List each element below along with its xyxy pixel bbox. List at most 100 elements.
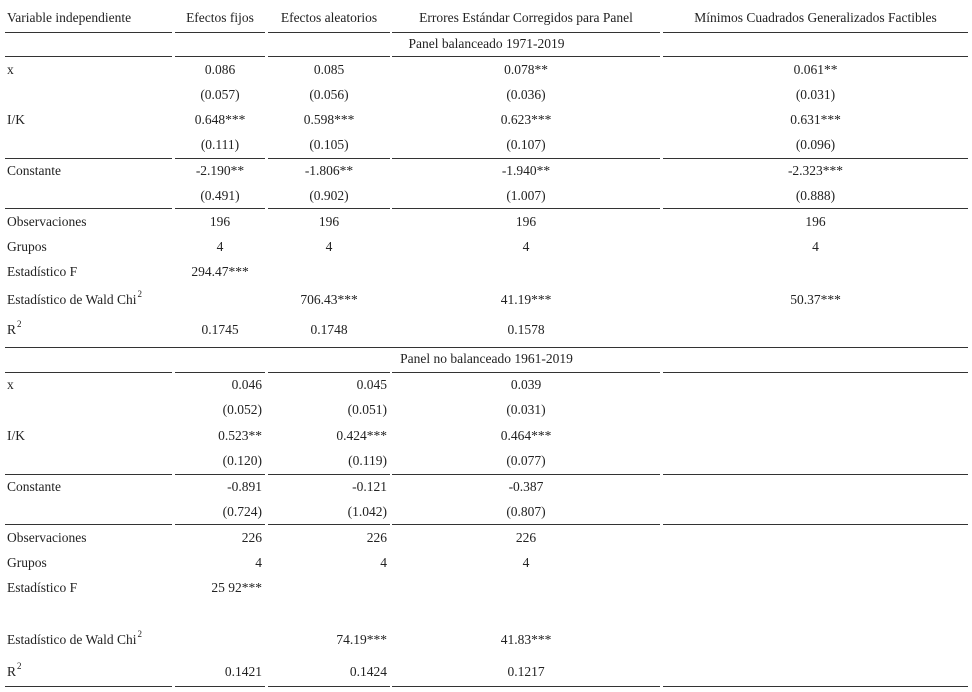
rule <box>5 208 172 209</box>
value-cell: -0.387 <box>508 479 544 494</box>
superscript: 2 <box>17 661 22 671</box>
rule <box>175 32 265 33</box>
row-label: Estadístico de Wald Chi2 <box>7 289 143 307</box>
rule <box>663 56 968 57</box>
value-cell: (0.724) <box>222 504 262 519</box>
value-cell: 196 <box>805 214 826 229</box>
value-cell: 0.523** <box>218 428 262 443</box>
value-cell: (0.077) <box>506 453 546 468</box>
value-cell: (0.119) <box>348 453 387 468</box>
rule <box>392 158 660 159</box>
value-cell: 0.061** <box>793 62 838 77</box>
value-cell: -2.323*** <box>787 163 844 178</box>
value-cell: -1.806** <box>304 163 354 178</box>
value-cell: 50.37*** <box>790 292 841 307</box>
value-cell: 0.078** <box>504 62 548 77</box>
rule <box>5 524 172 525</box>
value-cell: 0.631*** <box>790 112 841 127</box>
header-cell: Mínimos Cuadrados Generalizados Factible… <box>694 10 937 25</box>
value-cell: 0.1424 <box>349 664 387 679</box>
value-cell: (0.036) <box>506 87 546 102</box>
value-cell: -2.190** <box>195 163 245 178</box>
row-label: Estadístico de Wald Chi2 <box>7 629 143 647</box>
rule <box>663 208 968 209</box>
rule <box>392 686 660 687</box>
value-cell: 0.1217 <box>507 664 545 679</box>
rule <box>5 158 172 159</box>
value-cell: 25 92*** <box>211 580 262 595</box>
rule <box>663 686 968 687</box>
value-cell: (0.031) <box>506 402 546 417</box>
value-cell: 0.046 <box>231 377 262 392</box>
rule <box>5 347 968 348</box>
value-cell: (0.051) <box>347 402 387 417</box>
header-cell: Efectos aleatorios <box>280 10 378 25</box>
value-cell: (0.105) <box>309 137 349 152</box>
value-cell: 226 <box>241 530 262 545</box>
value-cell: 706.43*** <box>300 292 358 307</box>
value-cell: 0.1745 <box>201 322 239 337</box>
value-cell: (0.888) <box>795 188 836 203</box>
row-label: Constante <box>7 163 61 178</box>
value-cell: 41.19*** <box>500 292 552 307</box>
rule <box>663 158 968 159</box>
value-cell: 0.598*** <box>303 112 355 127</box>
value-cell: 0.085 <box>313 62 345 77</box>
row-label: x <box>7 62 14 77</box>
value-cell: (0.491) <box>200 188 240 203</box>
row-label: I/K <box>7 428 25 443</box>
superscript: 2 <box>137 629 143 639</box>
row-label: Estadístico F <box>7 264 78 279</box>
value-cell: (0.111) <box>200 137 240 152</box>
value-cell: 196 <box>209 214 231 229</box>
rule <box>392 474 660 475</box>
value-cell: 0.424*** <box>336 428 387 443</box>
header-cell: Variable independiente <box>7 10 132 25</box>
value-cell: 0.086 <box>204 62 236 77</box>
rule <box>268 32 390 33</box>
rule <box>5 32 172 33</box>
value-cell: (0.057) <box>200 87 240 102</box>
rule <box>268 372 390 373</box>
rule <box>5 372 172 373</box>
rule <box>175 524 265 525</box>
rule <box>392 32 660 33</box>
row-label: Grupos <box>7 239 47 254</box>
header-cell: Efectos fijos <box>186 10 254 25</box>
value-cell: 4 <box>522 555 530 570</box>
rule <box>268 524 390 525</box>
row-label: I/K <box>7 112 25 127</box>
value-cell: 226 <box>515 530 537 545</box>
rule <box>663 524 968 525</box>
superscript: 2 <box>137 289 143 299</box>
rule <box>175 56 265 57</box>
rule <box>5 686 172 687</box>
value-cell: (0.807) <box>506 504 546 519</box>
value-cell: 0.1421 <box>224 664 262 679</box>
rule <box>663 372 968 373</box>
header-cell: Errores Estándar Corregidos para Panel <box>419 10 633 25</box>
rule <box>392 372 660 373</box>
rule <box>663 474 968 475</box>
value-cell: -1.940** <box>501 163 551 178</box>
value-cell: 196 <box>515 214 537 229</box>
rule <box>175 686 265 687</box>
value-cell: 0.623*** <box>500 112 552 127</box>
value-cell: (0.052) <box>222 402 262 417</box>
panel-title: Panel no balanceado 1961-2019 <box>400 351 573 366</box>
value-cell: 0.045 <box>356 377 387 392</box>
row-label: Observaciones <box>7 530 87 545</box>
rule <box>392 56 660 57</box>
value-cell: 4 <box>522 239 530 254</box>
value-cell: (1.007) <box>506 188 546 203</box>
rule <box>175 474 265 475</box>
row-label: Observaciones <box>7 214 87 229</box>
rule <box>663 32 968 33</box>
value-cell: 4 <box>380 555 387 570</box>
panel-title: Panel balanceado 1971-2019 <box>408 36 565 51</box>
row-label: Constante <box>7 479 61 494</box>
value-cell: 4 <box>255 555 262 570</box>
value-cell: 0.1578 <box>507 322 545 337</box>
rule <box>392 524 660 525</box>
